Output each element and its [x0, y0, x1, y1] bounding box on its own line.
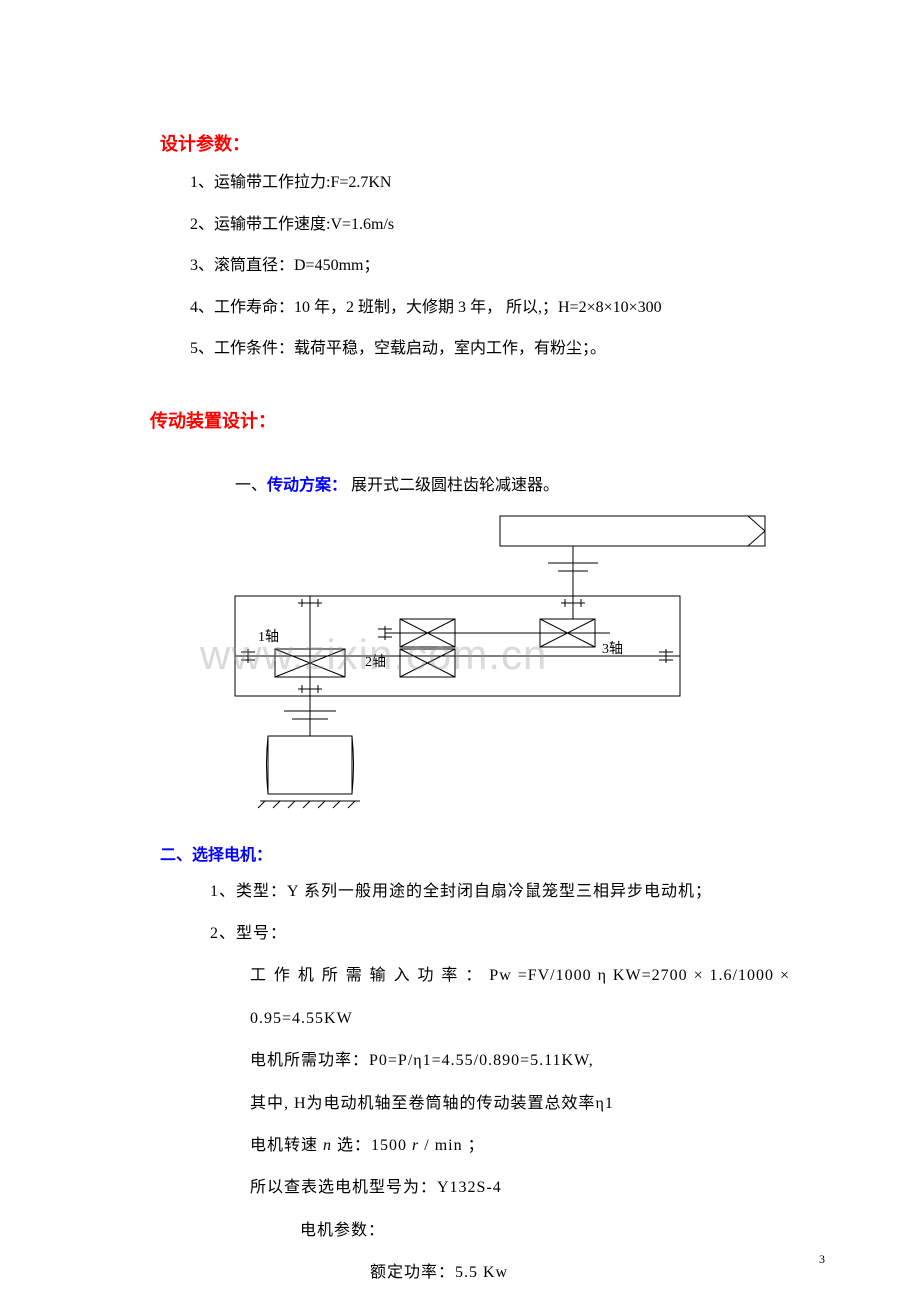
param-3: 3、滚筒直径：D=450mm；: [190, 253, 820, 279]
motor-speed-line: 电机转速 n 选：1500 r / min ；: [250, 1131, 820, 1161]
axis1-label: 1轴: [258, 629, 279, 645]
rated-power-line: 额定功率：5.5 Kw: [370, 1258, 820, 1288]
param-5: 5、工作条件：载荷平稳，空载启动，室内工作，有粉尘；。: [190, 336, 820, 362]
section1-heading: 设计参数：: [160, 130, 820, 156]
axis3-label: 3轴: [602, 641, 623, 657]
section2-heading: 传动装置设计：: [150, 407, 820, 433]
speed-mid: 选：1500: [332, 1137, 412, 1154]
efficiency-line: 其中, Η为电动机轴至卷筒轴的传动装置总效率η1: [250, 1089, 820, 1119]
motor-power-line: 电机所需功率：P0=P/η1=4.55/0.890=5.11KW,: [250, 1046, 820, 1076]
power-calc-line-a: 工 作 机 所 需 输 入 功 率 ： Pw =FV/1000 η KW=270…: [250, 961, 790, 991]
speed-n: n: [323, 1137, 332, 1154]
speed-slash: /: [419, 1137, 434, 1154]
sub1-num: 一、: [235, 477, 267, 494]
param-2: 2、运输带工作速度:V=1.6m/s: [190, 212, 820, 238]
diagram-svg: 1轴 2轴 3轴: [210, 511, 770, 811]
motor-params-label: 电机参数：: [300, 1216, 820, 1246]
section3-heading: 二、选择电机：: [160, 841, 820, 865]
speed-min: min: [435, 1137, 463, 1154]
speed-end: ；: [463, 1137, 485, 1154]
power-calc-line-b: 0.95=4.55KW: [250, 1004, 820, 1034]
speed-pre: 电机转速: [250, 1137, 323, 1154]
motor-model-line: 2、型号：: [210, 919, 820, 949]
motor-type-line: 1、类型：Y 系列一般用途的全封闭自扇冷鼠笼型三相异步电动机；: [210, 877, 820, 907]
sub1-text: 展开式二级圆柱齿轮减速器。: [347, 477, 559, 494]
param-4: 4、工作寿命：10 年，2 班制，大修期 3 年， 所以,；H=2×8×10×3…: [190, 295, 820, 321]
motor-model-result: 所以查表选电机型号为：Y132S-4: [250, 1173, 820, 1203]
sub1-line: 一、传动方案： 展开式二级圆柱齿轮减速器。: [235, 473, 820, 499]
transmission-diagram: www.zixin.com.cn: [210, 511, 820, 816]
sub1-label: 传动方案：: [267, 477, 347, 494]
page-number: 3: [819, 1252, 825, 1267]
param-1: 1、运输带工作拉力:F=2.7KN: [190, 170, 820, 196]
axis2-label: 2轴: [365, 654, 386, 670]
